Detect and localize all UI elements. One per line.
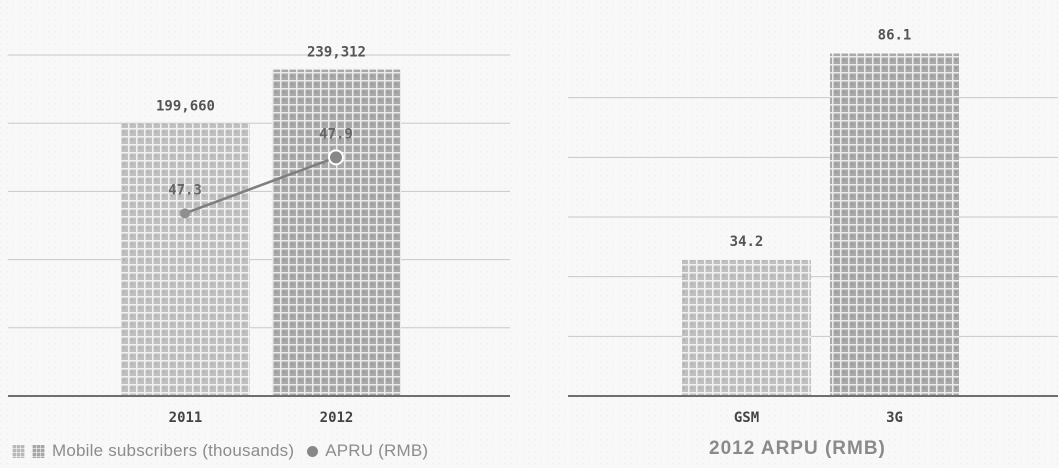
left-subscriber-value-label: 239,312 bbox=[307, 45, 366, 61]
left-subscriber-bar bbox=[272, 69, 401, 396]
arpu-point bbox=[180, 208, 190, 219]
left-chart: 199,660 2011 239,312 2012 47.3 47.9 bbox=[8, 45, 510, 426]
arpu-value-label: 47.3 bbox=[168, 182, 202, 198]
left-year-tick-label: 2011 bbox=[169, 410, 203, 426]
legend-subscribers-label: Mobile subscribers (thousands) bbox=[52, 441, 295, 460]
gsm-arpu-bar bbox=[682, 259, 811, 396]
legend-arpu-dot-icon bbox=[307, 445, 319, 457]
legend-dark-swatch bbox=[32, 444, 45, 458]
legend-light-swatch bbox=[12, 444, 25, 458]
right-network-tick-label: GSM bbox=[734, 410, 759, 426]
right-chart: 34.2 GSM 86.1 3G bbox=[568, 28, 1058, 426]
right-arpu-value-label: 86.1 bbox=[878, 28, 912, 44]
right-chart-title: 2012 ARPU (RMB) bbox=[709, 438, 886, 459]
3g-arpu-bar bbox=[830, 53, 959, 396]
right-network-tick-label: 3G bbox=[886, 410, 903, 426]
legend-arpu-label: APRU (RMB) bbox=[325, 441, 429, 460]
left-subscriber-value-label: 199,660 bbox=[156, 99, 215, 115]
legend: Mobile subscribers (thousands) APRU (RMB… bbox=[12, 441, 428, 461]
arpu-point bbox=[328, 149, 344, 166]
left-year-tick-label: 2012 bbox=[320, 410, 354, 426]
arpu-line bbox=[184, 156, 337, 215]
arpu-value-label: 47.9 bbox=[319, 126, 353, 142]
right-arpu-value-label: 34.2 bbox=[730, 234, 764, 250]
left-subscriber-bar bbox=[121, 123, 250, 396]
